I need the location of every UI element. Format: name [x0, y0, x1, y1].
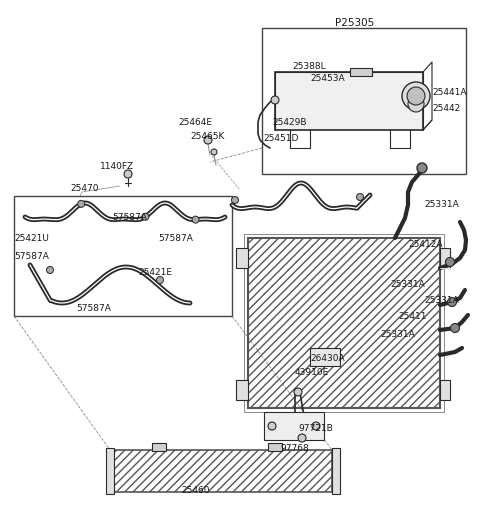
Bar — [275, 72, 423, 130]
Circle shape — [78, 200, 84, 207]
Text: 25453A: 25453A — [310, 74, 345, 83]
Text: 25388L: 25388L — [292, 62, 325, 71]
Bar — [248, 238, 440, 408]
Circle shape — [407, 87, 425, 105]
Circle shape — [402, 82, 430, 110]
Bar — [440, 248, 450, 268]
Circle shape — [142, 213, 149, 220]
Text: 25464E: 25464E — [178, 118, 212, 127]
Circle shape — [445, 258, 455, 267]
Text: 43910E: 43910E — [295, 368, 329, 377]
Text: 25470: 25470 — [70, 184, 98, 193]
Bar — [236, 380, 248, 400]
Circle shape — [47, 267, 53, 273]
Text: 25331A: 25331A — [424, 200, 459, 209]
Circle shape — [268, 422, 276, 430]
Text: 97721B: 97721B — [298, 424, 333, 433]
Circle shape — [294, 388, 302, 396]
Bar — [110, 450, 332, 492]
Text: 57587A: 57587A — [112, 213, 147, 222]
Bar — [152, 443, 166, 451]
Circle shape — [204, 136, 212, 144]
Circle shape — [124, 170, 132, 178]
Bar — [262, 28, 466, 174]
Text: 25465K: 25465K — [190, 132, 224, 141]
Text: 26430A: 26430A — [310, 354, 345, 363]
Text: 25441A: 25441A — [432, 88, 467, 97]
Bar — [332, 448, 340, 494]
Text: 25442: 25442 — [432, 104, 460, 113]
Bar — [106, 448, 114, 494]
Circle shape — [192, 216, 199, 223]
Circle shape — [357, 194, 363, 200]
Bar — [14, 196, 232, 316]
Bar — [310, 348, 340, 366]
Text: 25421U: 25421U — [14, 234, 49, 243]
Text: 25412A: 25412A — [408, 240, 443, 249]
Text: 57587A: 57587A — [158, 234, 193, 243]
Circle shape — [231, 196, 239, 204]
Text: 57587A: 57587A — [14, 252, 49, 261]
Text: 25429B: 25429B — [272, 118, 307, 127]
Text: 25421E: 25421E — [138, 268, 172, 277]
Circle shape — [417, 163, 427, 173]
Text: 57587A: 57587A — [76, 304, 111, 313]
Bar — [268, 443, 282, 451]
Circle shape — [451, 324, 459, 333]
Text: 1140FZ: 1140FZ — [100, 162, 134, 171]
Text: P25305: P25305 — [336, 18, 374, 28]
Bar — [350, 68, 372, 76]
Circle shape — [408, 96, 424, 112]
Bar — [236, 248, 248, 268]
Bar — [264, 412, 324, 440]
Text: 25451D: 25451D — [263, 134, 299, 143]
Bar — [440, 380, 450, 400]
Circle shape — [271, 96, 279, 104]
Text: 97768: 97768 — [281, 444, 310, 453]
Circle shape — [156, 277, 164, 284]
Circle shape — [447, 297, 456, 306]
Text: 25331A: 25331A — [390, 280, 425, 289]
Circle shape — [211, 149, 217, 155]
Text: 25331A: 25331A — [424, 296, 459, 305]
Text: 25460: 25460 — [182, 486, 210, 495]
Text: 25331A: 25331A — [380, 330, 415, 339]
Text: 25411: 25411 — [398, 312, 427, 321]
Circle shape — [298, 434, 306, 442]
Bar — [244, 234, 444, 412]
Circle shape — [312, 422, 320, 430]
